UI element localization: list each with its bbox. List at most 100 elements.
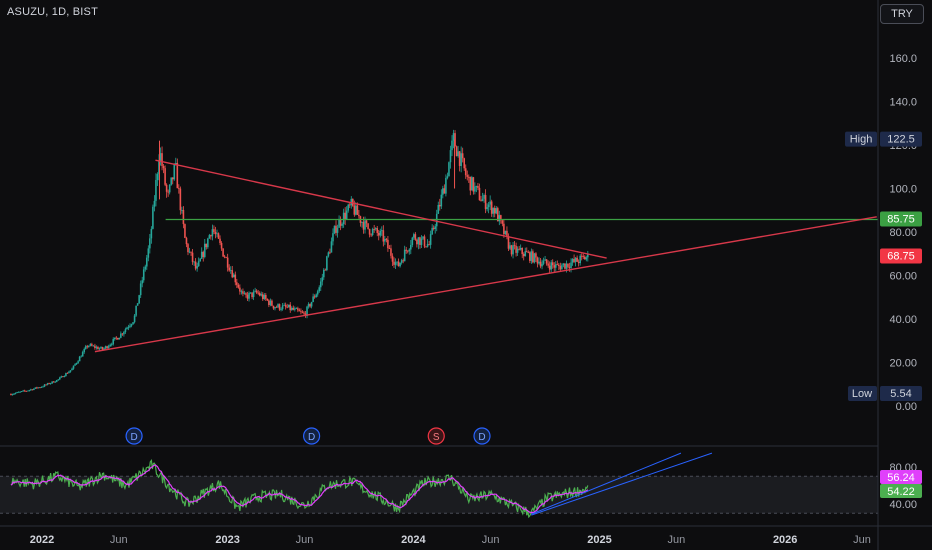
candle-body — [290, 307, 293, 311]
candle-body — [335, 225, 337, 233]
candle-body — [95, 347, 98, 348]
candle — [181, 206, 183, 214]
candle — [463, 157, 466, 171]
candle-body — [216, 233, 218, 235]
candle — [121, 333, 124, 336]
time-tick-label: 2026 — [773, 534, 797, 546]
candle-body — [252, 291, 255, 298]
candle — [287, 304, 290, 308]
candle-body — [573, 258, 575, 262]
candle — [74, 363, 76, 366]
high-value-bg — [880, 131, 922, 147]
candle — [359, 215, 362, 227]
candle-body — [115, 337, 118, 339]
time-tick-label: Jun — [482, 534, 500, 546]
candle-body — [127, 326, 130, 328]
high-tag-label: High — [850, 134, 873, 146]
candle-body — [178, 188, 180, 189]
candle — [306, 305, 308, 319]
candle-body — [489, 201, 491, 205]
candle — [39, 387, 41, 389]
candle — [368, 228, 371, 238]
candle — [448, 161, 450, 177]
candle-body — [23, 390, 26, 392]
candle — [226, 253, 229, 272]
candle-body — [551, 262, 554, 266]
candle-body — [385, 238, 388, 240]
candle — [202, 250, 205, 262]
candle — [451, 135, 453, 157]
candle — [34, 387, 37, 389]
candle — [480, 195, 482, 202]
candle-body — [327, 252, 330, 257]
time-tick-label: Jun — [853, 534, 871, 546]
candle-body — [191, 252, 194, 262]
candle — [536, 256, 539, 268]
candle-body — [263, 294, 266, 300]
rsi-trend-line — [531, 452, 682, 515]
candle-body — [87, 345, 90, 347]
candle — [52, 381, 55, 383]
candle-body — [232, 274, 235, 278]
candle — [344, 207, 346, 226]
candle — [132, 321, 134, 325]
time-tick-label: Jun — [110, 534, 128, 546]
candle-body — [338, 219, 340, 228]
candle — [22, 389, 24, 392]
candle — [219, 235, 221, 246]
candle-body — [236, 282, 238, 285]
candle — [539, 257, 542, 269]
candle — [298, 308, 301, 312]
candle — [144, 264, 147, 272]
low-tag-bg — [848, 386, 877, 401]
candle-body — [295, 308, 298, 310]
candle-body — [124, 329, 127, 332]
candle — [411, 236, 414, 248]
candle-body — [377, 232, 380, 236]
candle-body — [249, 292, 252, 294]
candle — [59, 376, 61, 381]
candle — [220, 241, 223, 251]
candle — [365, 218, 368, 228]
candle — [289, 302, 292, 313]
candle — [228, 264, 230, 272]
candle — [263, 293, 266, 301]
candle-body — [544, 259, 546, 261]
candle — [399, 262, 401, 268]
candle — [258, 291, 261, 297]
candle — [300, 308, 302, 315]
candle — [185, 236, 188, 248]
candle-body — [458, 151, 461, 166]
candle-body — [374, 228, 377, 230]
candle-body — [553, 265, 556, 268]
candle-body — [323, 269, 325, 278]
candle-body — [60, 376, 63, 378]
candle — [165, 183, 168, 198]
candle — [327, 251, 330, 258]
candle — [161, 146, 163, 171]
candle — [434, 223, 437, 234]
candle-body — [394, 262, 397, 265]
candle-body — [487, 204, 490, 208]
candle — [130, 323, 133, 328]
candle-body — [539, 261, 542, 267]
candle-body — [307, 303, 310, 307]
candle-body — [181, 210, 183, 211]
candle — [115, 336, 118, 340]
candle — [245, 292, 247, 298]
candle-body — [452, 133, 455, 141]
candle-body — [423, 236, 426, 247]
event-marker: D — [125, 427, 143, 445]
candle-body — [542, 260, 545, 264]
candle — [203, 238, 206, 259]
candle-body — [521, 247, 523, 255]
candle — [443, 184, 446, 194]
candle-body — [451, 140, 453, 151]
candle — [208, 233, 211, 239]
candle — [135, 305, 137, 317]
candle — [286, 303, 288, 309]
currency-button[interactable]: TRY — [880, 4, 924, 24]
